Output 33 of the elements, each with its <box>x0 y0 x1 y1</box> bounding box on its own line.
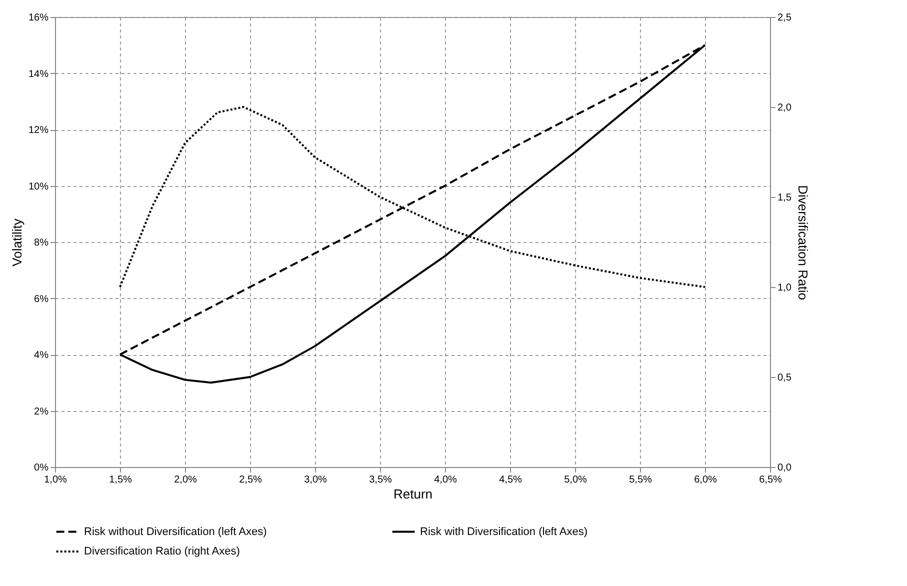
x-tick-label: 3,5% <box>369 474 392 486</box>
x-tick-label: 4,5% <box>499 474 522 486</box>
x-tick-label: 1,5% <box>109 474 132 486</box>
x-tick-label: 5,5% <box>629 474 652 486</box>
y2-tick-label: 0,0 <box>778 462 792 474</box>
y-tick-label: 14% <box>28 68 49 80</box>
x-tick-label: 5,0% <box>564 474 588 486</box>
legend-label: Risk without Diversification (left Axes) <box>84 526 267 538</box>
y-tick-label: 16% <box>28 12 49 24</box>
x-tick-label: 2,0% <box>174 474 198 486</box>
y2-tick-label: 2,5 <box>778 12 792 24</box>
y-tick-label: 10% <box>28 181 49 192</box>
y-axis-title: Volatility <box>9 218 24 266</box>
x-tick-label: 6,5% <box>759 474 782 486</box>
x-tick-label: 3,0% <box>304 474 328 486</box>
legend-label: Diversification Ratio (right Axes) <box>84 546 240 558</box>
y2-tick-label: 0,5 <box>778 372 792 384</box>
x-axis-title: Return <box>393 486 433 502</box>
y2-tick-label: 2,0 <box>778 102 792 114</box>
y-tick-label: 0% <box>34 462 49 474</box>
x-tick-label: 4,0% <box>434 474 458 486</box>
y-tick-label: 6% <box>34 294 49 305</box>
y2-tick-label: 1,5 <box>778 192 792 204</box>
x-tick-label: 6,0% <box>694 474 718 486</box>
y-tick-label: 4% <box>34 350 49 361</box>
y-tick-label: 2% <box>34 406 49 418</box>
x-tick-label: 1,0% <box>44 474 68 486</box>
x-tick-label: 2,5% <box>239 474 262 486</box>
y2-axis-title: Diversification Ratio <box>795 185 810 300</box>
legend-label: Risk with Diversification (left Axes) <box>420 526 588 538</box>
y-tick-label: 8% <box>34 238 49 248</box>
y-tick-label: 12% <box>28 125 49 136</box>
y2-tick-label: 1,0 <box>778 282 792 294</box>
